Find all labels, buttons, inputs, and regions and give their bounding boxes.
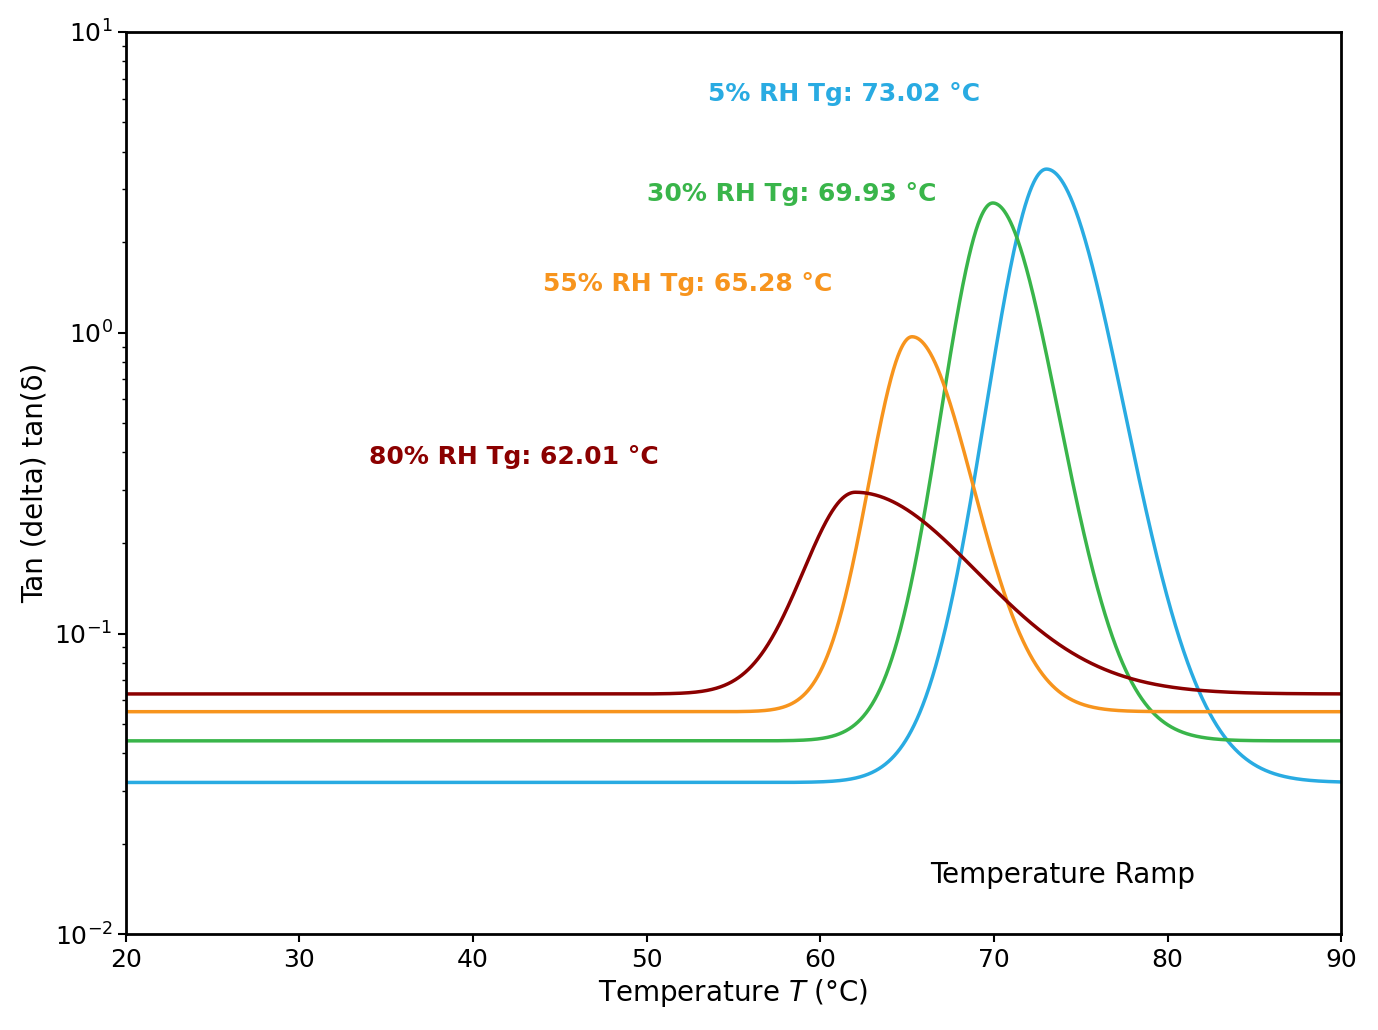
Text: 80% RH Tg: 62.01 °C: 80% RH Tg: 62.01 °C xyxy=(369,445,659,470)
Text: Temperature Ramp: Temperature Ramp xyxy=(930,861,1196,889)
Text: 5% RH Tg: 73.02 °C: 5% RH Tg: 73.02 °C xyxy=(707,82,980,106)
Y-axis label: Tan (delta) tan(δ): Tan (delta) tan(δ) xyxy=(21,363,48,604)
X-axis label: Temperature $\mathit{T}$ (°C): Temperature $\mathit{T}$ (°C) xyxy=(598,977,868,1009)
Text: 30% RH Tg: 69.93 °C: 30% RH Tg: 69.93 °C xyxy=(646,181,936,206)
Text: 55% RH Tg: 65.28 °C: 55% RH Tg: 65.28 °C xyxy=(543,272,832,297)
